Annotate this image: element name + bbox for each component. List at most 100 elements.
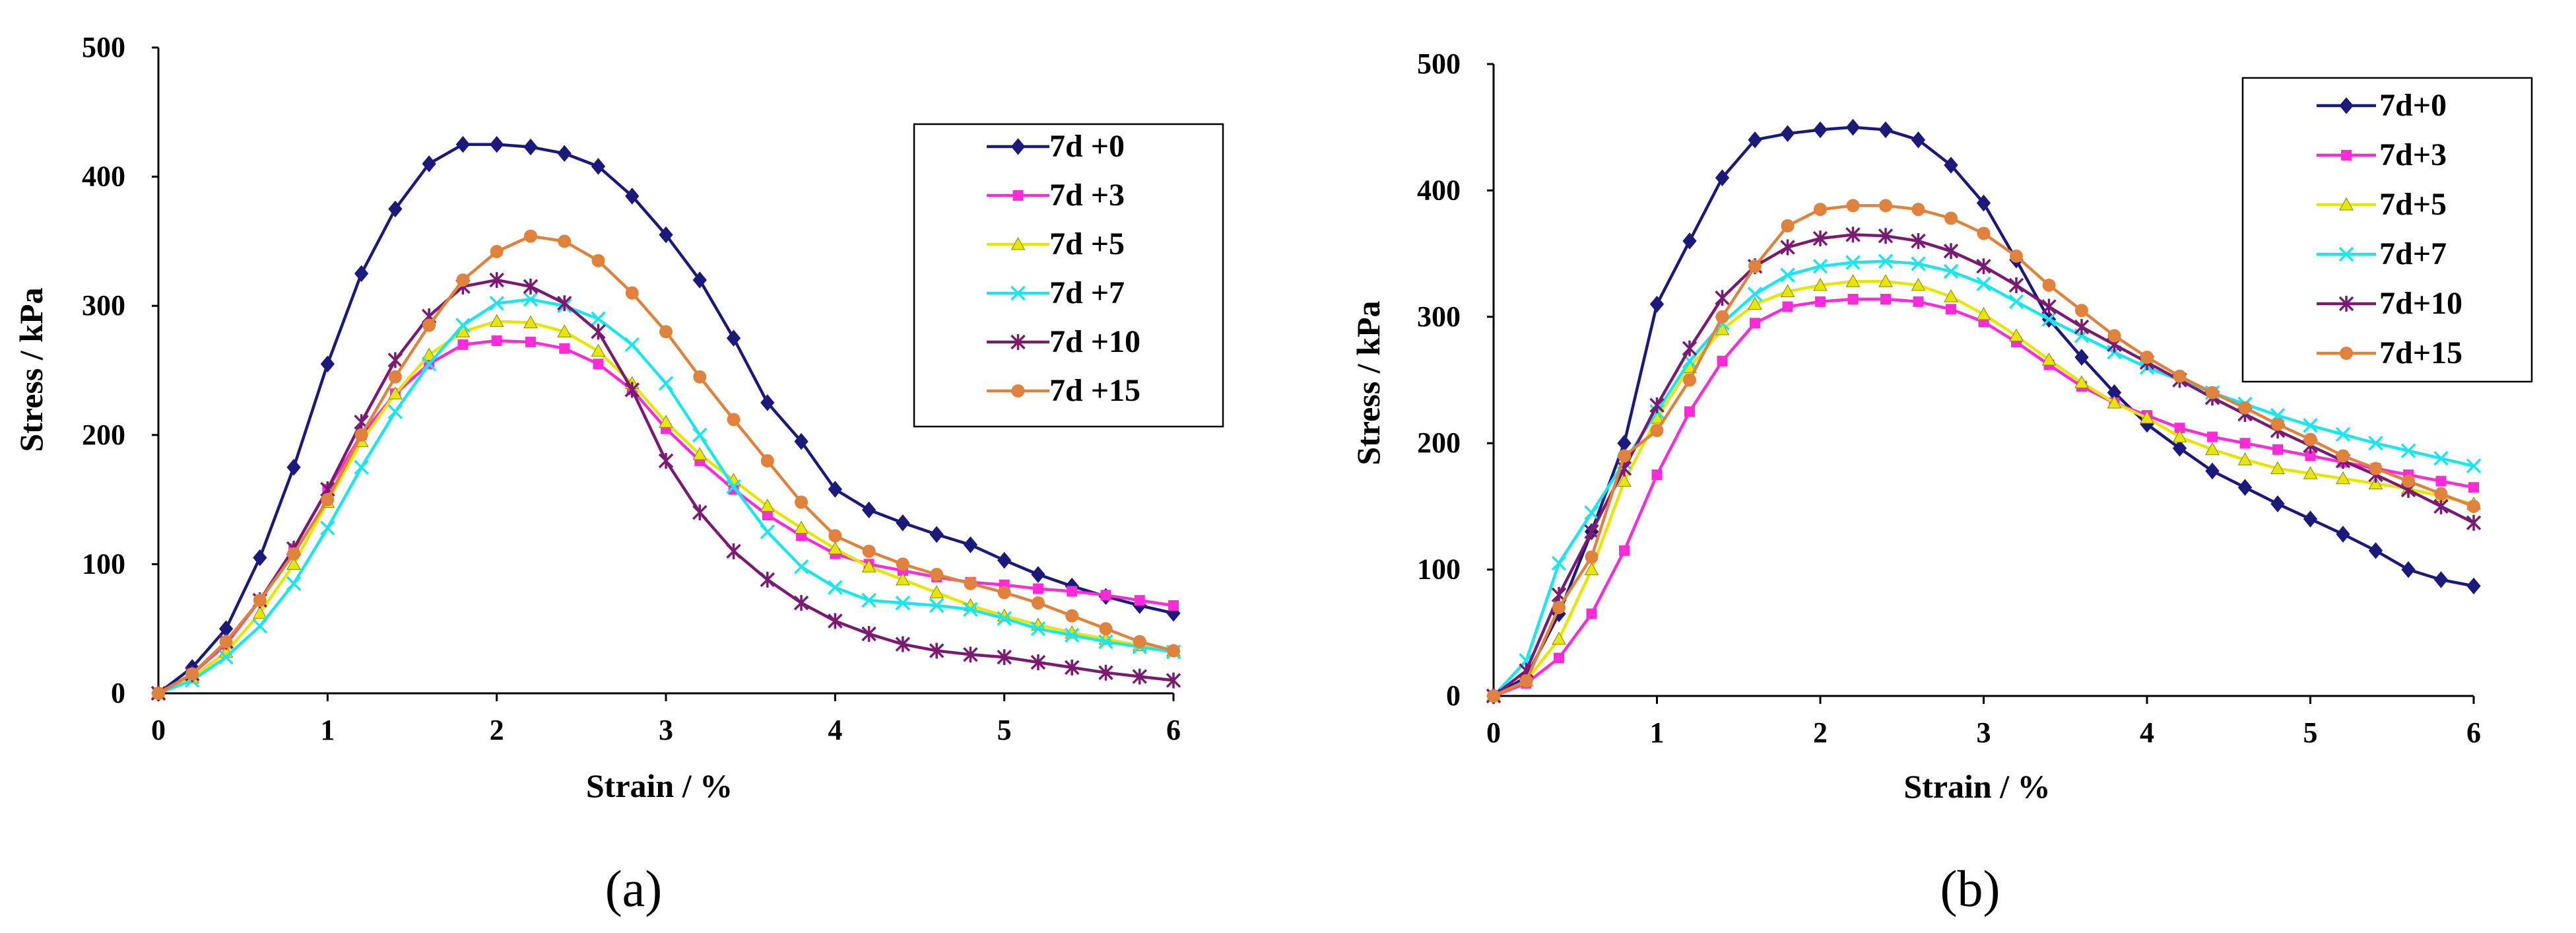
data-point: [658, 376, 674, 391]
y-tick-label: 0: [111, 677, 125, 709]
data-point: [692, 271, 707, 289]
data-point: [1099, 622, 1113, 636]
data-point: [693, 370, 707, 384]
data-point: [591, 311, 606, 326]
data-point: [963, 602, 978, 617]
legend-marker: [2341, 150, 2352, 160]
data-point: [1911, 277, 1926, 291]
data-point: [963, 646, 978, 663]
data-point: [287, 547, 301, 561]
data-point: [1168, 600, 1179, 611]
data-point: [457, 339, 469, 350]
data-point: [2173, 369, 2187, 383]
data-point: [1132, 668, 1147, 685]
x-tick-label: 4: [828, 714, 842, 746]
data-point: [963, 536, 978, 553]
legend-label: 7d +15: [1049, 373, 1140, 408]
data-point: [2238, 401, 2252, 415]
data-point: [1552, 601, 1566, 615]
data-point: [286, 576, 302, 591]
x-tick-label: 2: [490, 714, 504, 746]
data-point: [895, 595, 911, 611]
data-point: [1649, 397, 1665, 413]
x-tick-label: 6: [1166, 714, 1181, 746]
data-point: [1976, 258, 1991, 275]
data-point: [1976, 194, 1991, 212]
data-point: [557, 145, 572, 162]
data-point: [861, 559, 876, 572]
series-7d-plus-0: [151, 135, 1181, 702]
data-point: [1133, 635, 1146, 648]
y-tick-label: 100: [1417, 553, 1461, 586]
data-point: [2041, 312, 2057, 327]
data-point: [1780, 284, 1795, 298]
data-point: [692, 427, 708, 443]
x-tick-label: 0: [1486, 716, 1501, 749]
data-point: [2433, 498, 2449, 514]
data-point: [1750, 318, 1760, 329]
data-point: [185, 667, 199, 681]
data-point: [1815, 296, 1826, 307]
data-point: [997, 586, 1011, 600]
data-point: [388, 370, 402, 384]
data-point: [354, 428, 368, 442]
data-point: [455, 135, 471, 153]
x-tick-label: 5: [2303, 716, 2318, 749]
chart-panel-a: 0 100 200 300 400 500 0 1 2 3 4 5 6 Strain / % Stress …: [13, 31, 1224, 917]
y-tick-label: 400: [1417, 174, 1461, 206]
data-point: [793, 559, 809, 574]
legend-entry: 7d +10: [987, 324, 1140, 359]
data-point: [1552, 631, 1566, 645]
data-point: [2174, 423, 2185, 434]
data-point: [320, 355, 335, 373]
data-point: [828, 580, 843, 595]
data-point: [559, 343, 570, 354]
legend-entry: 7d +5: [987, 226, 1125, 261]
data-point: [1846, 199, 1860, 213]
x-tick-label: 3: [659, 714, 673, 746]
data-point: [726, 543, 741, 559]
data-point: [489, 272, 504, 289]
data-point: [1717, 355, 1728, 366]
legend-entry: 7d+15: [2317, 335, 2462, 370]
data-point: [1682, 232, 1697, 250]
x-tick-label: 1: [320, 714, 335, 746]
data-point: [387, 352, 403, 368]
data-point: [2466, 577, 2481, 595]
data-point: [929, 642, 944, 659]
panel-caption: (a): [605, 860, 663, 917]
data-point: [1813, 277, 1828, 291]
legend: 7d +0 7d +3 7d +5 7d +7 7d +10 7d +15: [913, 123, 1224, 428]
data-point: [286, 458, 301, 476]
data-point: [2042, 278, 2056, 292]
data-point: [1100, 590, 1111, 601]
series-7d-plus-15: [1487, 199, 2480, 703]
y-axis-title: Stress / kPa: [1350, 300, 1387, 465]
data-point: [1748, 131, 1762, 149]
x-tick-label: 6: [2466, 716, 2481, 749]
data-point: [2172, 440, 2187, 457]
data-point: [2336, 526, 2350, 543]
data-point: [2206, 386, 2219, 399]
data-point: [1715, 169, 1730, 187]
data-point: [2435, 475, 2447, 487]
data-point: [624, 382, 640, 398]
data-point: [1747, 287, 1763, 302]
data-point: [2270, 495, 2285, 512]
data-point: [794, 432, 809, 450]
data-point: [2237, 479, 2253, 496]
data-point: [422, 318, 436, 332]
data-point: [558, 234, 572, 248]
data-point: [1715, 310, 1729, 324]
data-point: [286, 557, 301, 570]
legend-marker: [1010, 138, 1026, 155]
data-point: [861, 626, 876, 642]
y-tick-label: 200: [1417, 427, 1461, 459]
legend-marker: [1010, 334, 1026, 350]
data-point: [2140, 351, 2154, 364]
legend-marker: [1011, 384, 1025, 397]
data-point: [1944, 156, 1958, 174]
legend-entry: 7d+3: [2317, 137, 2447, 172]
data-point: [1166, 672, 1181, 689]
data-point: [2303, 418, 2318, 433]
